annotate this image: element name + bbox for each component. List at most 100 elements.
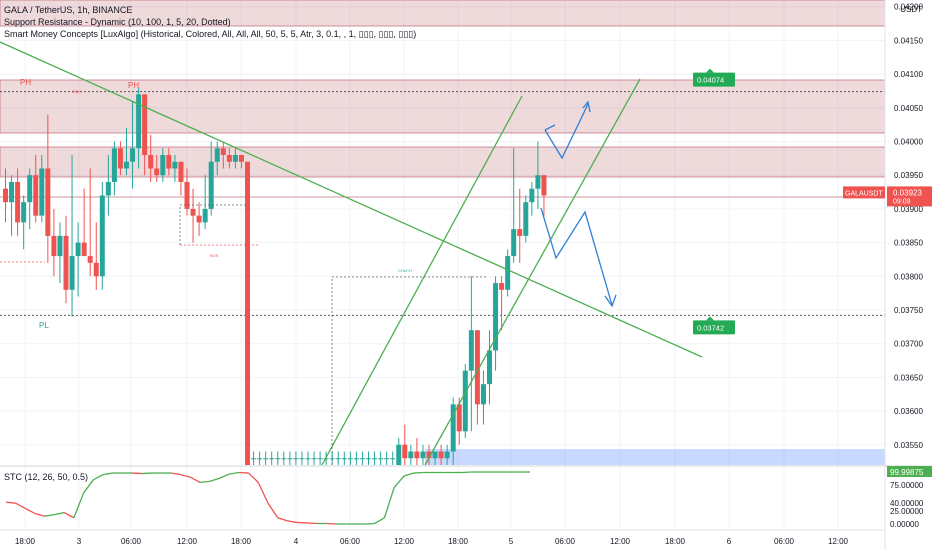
candle-body xyxy=(517,229,523,236)
candle-body xyxy=(117,148,123,169)
stc-segment xyxy=(132,472,142,475)
stc-segment xyxy=(102,472,113,476)
price-tick-label: 0.04050 xyxy=(894,104,923,113)
candle-body xyxy=(69,256,75,290)
current-symbol-tag: GALAUSDT xyxy=(845,190,883,197)
candle-body xyxy=(480,384,486,405)
price-tick-label: 0.03850 xyxy=(894,239,923,248)
price-tick-label: 0.03900 xyxy=(894,205,923,214)
price-tick-label: 0.04000 xyxy=(894,138,923,147)
stc-segment xyxy=(25,507,36,515)
stc-segment xyxy=(141,472,152,475)
candle-body xyxy=(353,458,359,460)
choch-line xyxy=(331,276,488,465)
support-resistance-legend: Support Resistance - Dynamic (10, 100, 1… xyxy=(4,17,231,27)
candle-body xyxy=(184,181,190,209)
candle-body xyxy=(311,458,317,460)
candle-body xyxy=(172,161,178,169)
price-tick-label: 0.03950 xyxy=(894,171,923,180)
stc-segment xyxy=(306,522,317,525)
target-high-label-bg xyxy=(693,72,735,87)
candle-body xyxy=(390,458,396,460)
candle-body xyxy=(396,444,402,465)
candle-body xyxy=(487,350,492,385)
current-price-tag-bg xyxy=(887,186,932,207)
candle-body xyxy=(366,458,371,460)
candle-body xyxy=(15,181,21,223)
downtrend-line xyxy=(0,41,703,358)
candle-body xyxy=(432,451,438,459)
target-low-label-bg xyxy=(693,320,735,335)
price-tick-label: 0.03550 xyxy=(894,441,923,450)
stc-segment xyxy=(180,473,191,478)
target-low-label: 0.03742 xyxy=(697,323,724,332)
candle-body xyxy=(3,188,8,203)
candle-body xyxy=(33,175,39,216)
price-tick-label: 0.03600 xyxy=(894,407,923,416)
candle-body xyxy=(75,242,81,257)
candle-body xyxy=(160,155,166,176)
stc-segment xyxy=(54,511,65,516)
eqh-tag: EQH xyxy=(72,89,81,94)
resistance-zone-upper xyxy=(0,79,886,134)
arrow-up-head xyxy=(582,100,591,113)
time-tick-label: 18:00 xyxy=(665,537,686,546)
demand-zone xyxy=(425,449,885,465)
candle-body xyxy=(99,195,105,277)
arrow-down-head xyxy=(604,294,617,308)
stc-segment xyxy=(413,471,424,474)
candle-body xyxy=(136,94,142,149)
time-tick-label: 06:00 xyxy=(774,537,795,546)
candle-body xyxy=(535,175,541,189)
stc-segment xyxy=(44,513,55,517)
stc-segment xyxy=(277,517,288,522)
price-axis-bg xyxy=(885,0,932,550)
stc-segment xyxy=(297,521,307,524)
projection-path-1a xyxy=(544,124,579,160)
stc-segment xyxy=(257,482,269,504)
candle-body xyxy=(251,458,257,460)
time-tick-label: 06:00 xyxy=(340,537,361,546)
candle-body xyxy=(347,458,353,460)
smc-legend: Smart Money Concepts [LuxAlgo] (Historic… xyxy=(4,29,417,39)
candle-body xyxy=(335,458,341,460)
choch-tag: CHoCH xyxy=(398,268,412,273)
stc-segment xyxy=(5,501,16,504)
time-tick-label: 18:00 xyxy=(231,537,252,546)
current-price-tag: 0.03923 xyxy=(893,188,922,197)
candle-body xyxy=(93,262,99,277)
projection-path-1c xyxy=(577,103,589,126)
candle-body xyxy=(232,155,238,162)
time-tick-label: 4 xyxy=(294,537,299,546)
candle-body xyxy=(523,202,529,236)
target-high-label: 0.04074 xyxy=(697,76,724,85)
projection-path-2 xyxy=(540,207,613,306)
price-tick-label: 0.03650 xyxy=(894,373,923,382)
stc-segment xyxy=(229,471,239,475)
candle-body xyxy=(130,148,136,162)
stc-tick-label: 75.00000 xyxy=(890,481,924,490)
candle-body xyxy=(105,181,111,196)
candle-body xyxy=(226,155,232,162)
time-tick-label: 06:00 xyxy=(555,537,576,546)
time-tick-label: 06:00 xyxy=(121,537,142,546)
candle-body xyxy=(148,155,154,169)
candle-body xyxy=(414,451,420,459)
stc-segment xyxy=(200,480,210,484)
candle-body xyxy=(21,202,27,223)
candle-body xyxy=(426,451,432,459)
time-tick-label: 6 xyxy=(727,537,732,546)
stc-segment xyxy=(383,487,395,518)
candle-body xyxy=(329,458,335,460)
candle-body xyxy=(263,458,269,460)
stc-current-tag-bg xyxy=(887,466,932,478)
stc-segment xyxy=(403,472,414,477)
stc-segment xyxy=(170,472,181,476)
channel-upper-line xyxy=(321,95,523,466)
stc-segment xyxy=(248,472,259,483)
candle-body xyxy=(462,370,468,432)
stc-segment xyxy=(63,511,75,519)
candle-body xyxy=(27,175,33,203)
